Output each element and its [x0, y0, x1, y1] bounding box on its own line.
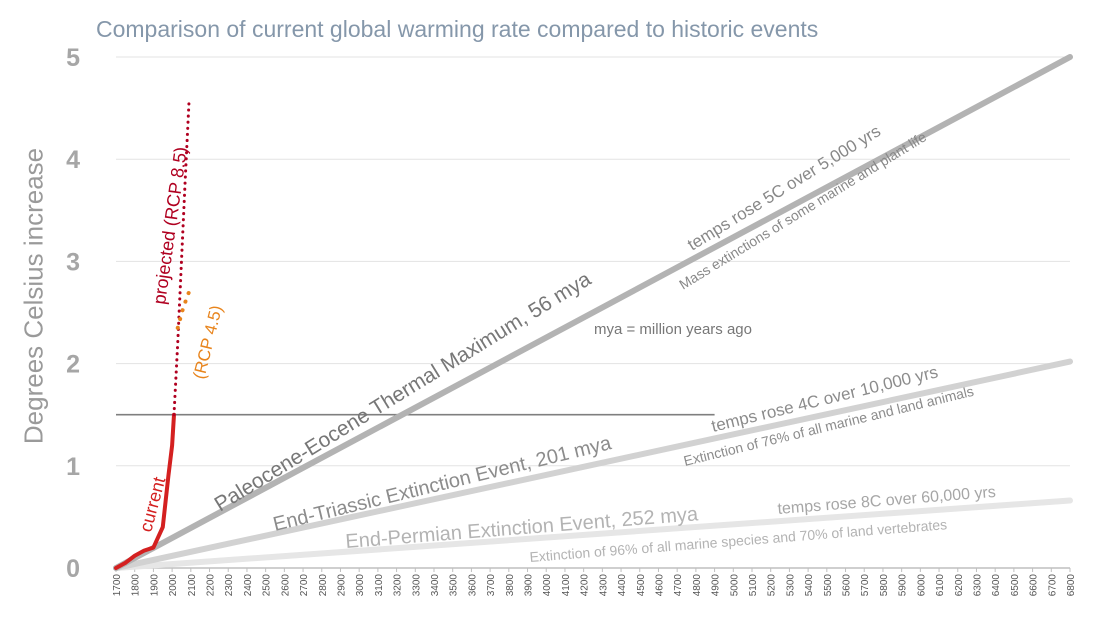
annotation-rcp45: (RCP 4.5) — [189, 303, 226, 381]
y-tick-5: 5 — [66, 44, 80, 72]
x-tick-3800: 3800 — [505, 574, 516, 597]
y-tick-4: 4 — [66, 146, 80, 174]
x-tick-1800: 1800 — [131, 574, 142, 597]
series-line-1 — [172, 101, 191, 417]
x-tick-6300: 6300 — [972, 574, 983, 597]
x-tick-4600: 4600 — [654, 574, 665, 597]
series-line-0 — [114, 412, 176, 570]
x-tick-1900: 1900 — [149, 574, 160, 597]
x-tick-6600: 6600 — [1029, 574, 1040, 597]
x-tick-6500: 6500 — [1010, 574, 1021, 597]
x-tick-5500: 5500 — [823, 574, 834, 597]
x-tick-5000: 5000 — [729, 574, 740, 597]
x-tick-5300: 5300 — [785, 574, 796, 597]
x-tick-labels: 1700 1800 1900 2000 2100 2200 2300 2400 2500 2600… — [112, 568, 1077, 596]
x-tick-3400: 3400 — [430, 574, 441, 597]
x-tick-5700: 5700 — [860, 574, 871, 597]
x-tick-5600: 5600 — [842, 574, 853, 597]
x-tick-2300: 2300 — [224, 574, 235, 597]
x-tick-3600: 3600 — [467, 574, 478, 597]
y-tick-1: 1 — [66, 453, 80, 481]
y-tick-3: 3 — [66, 248, 80, 276]
y-tick-0: 0 — [66, 555, 80, 583]
x-tick-3500: 3500 — [449, 574, 460, 597]
x-tick-3000: 3000 — [355, 574, 366, 597]
x-tick-4000: 4000 — [542, 574, 553, 597]
chart-title: Comparison of current global warming rat… — [96, 16, 819, 42]
x-tick-5400: 5400 — [804, 574, 815, 597]
x-tick-6400: 6400 — [991, 574, 1002, 597]
x-tick-3100: 3100 — [374, 574, 385, 597]
y-tick-2: 2 — [66, 351, 80, 379]
annotation-mya-note: mya = million years ago — [594, 321, 752, 338]
x-tick-6200: 6200 — [954, 574, 965, 597]
x-tick-3700: 3700 — [486, 574, 497, 597]
x-tick-2700: 2700 — [299, 574, 310, 597]
x-tick-3200: 3200 — [393, 574, 404, 597]
annotation-petm-effect: Mass extinctions of some marine and plan… — [676, 128, 929, 292]
x-tick-2100: 2100 — [187, 574, 198, 597]
x-tick-4400: 4400 — [617, 574, 628, 597]
x-tick-2000: 2000 — [168, 574, 179, 597]
x-tick-4300: 4300 — [598, 574, 609, 597]
x-tick-2200: 2200 — [206, 574, 217, 597]
x-tick-6000: 6000 — [916, 574, 927, 597]
series-line-5 — [113, 497, 1073, 571]
x-tick-4900: 4900 — [711, 574, 722, 597]
x-tick-3300: 3300 — [411, 574, 422, 597]
x-tick-4200: 4200 — [580, 574, 591, 597]
x-tick-3900: 3900 — [524, 574, 535, 597]
series-lines — [113, 54, 1073, 571]
x-tick-2500: 2500 — [262, 574, 273, 597]
x-tick-5800: 5800 — [879, 574, 890, 597]
x-tick-5100: 5100 — [748, 574, 759, 597]
x-tick-4700: 4700 — [673, 574, 684, 597]
series-line-3 — [113, 54, 1073, 571]
x-tick-1700: 1700 — [112, 574, 123, 597]
x-tick-2400: 2400 — [243, 574, 254, 597]
x-tick-2600: 2600 — [280, 574, 291, 597]
x-tick-6700: 6700 — [1047, 574, 1058, 597]
x-tick-4100: 4100 — [561, 574, 572, 597]
x-tick-4500: 4500 — [636, 574, 647, 597]
x-tick-6800: 6800 — [1066, 574, 1077, 597]
x-tick-5900: 5900 — [898, 574, 909, 597]
x-tick-5200: 5200 — [767, 574, 778, 597]
x-tick-2900: 2900 — [336, 574, 347, 597]
x-tick-4800: 4800 — [692, 574, 703, 597]
annotation-projected: projected (RCP 8.5) — [149, 146, 191, 306]
grid-lines — [116, 56, 1070, 569]
series-line-4 — [113, 358, 1073, 571]
x-tick-6100: 6100 — [935, 574, 946, 597]
y-tick-labels: 0 1 2 3 4 5 — [66, 44, 80, 583]
x-tick-2800: 2800 — [318, 574, 329, 597]
